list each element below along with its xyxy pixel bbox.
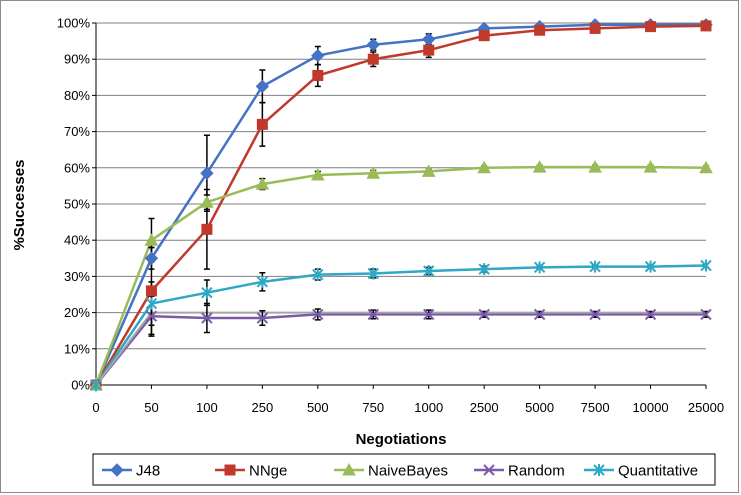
series-line-random [95, 313, 706, 386]
data-point-random [478, 308, 490, 321]
x-tick-label: 100 [196, 400, 218, 415]
y-tick-label: 100% [57, 16, 91, 31]
data-point-nnge [589, 22, 601, 34]
y-tick-label: 80% [64, 88, 90, 103]
data-point-j48 [144, 251, 159, 266]
x-tick-label: 10000 [632, 400, 668, 415]
series-line-j48 [94, 23, 706, 386]
data-point-random [644, 308, 657, 321]
data-point-quantitative [700, 259, 712, 272]
data-point-quantitative [256, 275, 269, 288]
data-point-j48 [366, 38, 380, 52]
legend: J48 NNge NaiveBayes Random Quantitative [92, 453, 716, 486]
legend-marker-quantitative [593, 464, 605, 476]
data-point-quantitative [533, 261, 546, 274]
data-point-j48 [311, 48, 325, 63]
data-point-naivebayes [255, 177, 270, 190]
y-tick-label: 0% [71, 378, 90, 393]
data-point-random [312, 308, 324, 321]
data-point-quantitative [312, 268, 324, 281]
data-point-j48 [200, 166, 214, 180]
data-point-nnge [534, 24, 546, 36]
data-point-random [256, 312, 269, 324]
x-tick-label: 1000 [414, 400, 443, 415]
x-axis-ticks: 0 50 100 250 500 750 1000 2500 5000 7500 10000 2500… [92, 385, 724, 415]
series-line-reference [95, 311, 706, 386]
y-tick-label: 90% [64, 52, 90, 67]
data-point-nnge [367, 53, 379, 65]
data-point-quantitative [201, 286, 213, 299]
data-point-random [145, 310, 158, 322]
series-layer [94, 23, 707, 386]
markers-layer [89, 18, 713, 392]
data-point-nnge [145, 285, 157, 297]
x-tick-label: 0 [92, 400, 99, 415]
legend-label-quantitative: Quantitative [618, 463, 698, 480]
y-tick-label: 60% [64, 160, 90, 175]
data-point-quantitative [367, 267, 379, 280]
x-tick-label: 250 [252, 400, 274, 415]
series-line-nnge [94, 24, 707, 386]
y-tick-label: 30% [64, 269, 90, 284]
series-line-quantitative [94, 264, 707, 386]
data-point-naivebayes [421, 164, 436, 177]
x-axis-title: Negotiations [356, 431, 447, 448]
data-point-quantitative [589, 260, 601, 273]
data-point-quantitative [644, 260, 657, 273]
y-axis-title: %Successes [11, 160, 28, 251]
data-point-naivebayes [643, 160, 658, 173]
legend-label-naivebayes: NaiveBayes [368, 463, 448, 480]
legend-label-nnge: NNge [249, 463, 287, 480]
y-axis-ticks: 0% 10% 20% 30% 40% 50% 60% 70% 80% 90% 100% [57, 16, 96, 393]
legend-label-j48: J48 [136, 463, 160, 480]
data-point-naivebayes [532, 160, 547, 173]
x-tick-label: 50 [144, 400, 158, 415]
data-point-naivebayes [699, 160, 713, 174]
y-tick-label: 40% [64, 233, 90, 248]
data-point-random [423, 308, 435, 321]
data-point-nnge [645, 21, 657, 33]
series-line-naivebayes [94, 165, 707, 386]
x-tick-label: 2500 [470, 400, 499, 415]
x-tick-label: 7500 [581, 400, 610, 415]
legend-marker-random [483, 464, 495, 476]
legend-marker-nnge [224, 464, 236, 476]
data-point-random [201, 312, 213, 324]
x-tick-label: 750 [362, 400, 384, 415]
data-point-j48 [255, 79, 270, 94]
y-tick-label: 10% [64, 341, 90, 356]
y-tick-label: 50% [64, 197, 90, 212]
x-tick-label: 5000 [525, 400, 554, 415]
data-point-random [533, 308, 546, 321]
data-point-nnge [423, 44, 435, 56]
data-point-naivebayes [310, 167, 325, 181]
y-tick-label: 70% [64, 124, 90, 139]
data-point-random [700, 308, 712, 321]
data-point-naivebayes [366, 166, 381, 179]
data-point-random [589, 308, 601, 321]
data-point-random [367, 308, 379, 321]
data-point-naivebayes [200, 195, 214, 208]
data-point-nnge [312, 69, 324, 81]
data-point-naivebayes [144, 233, 159, 246]
legend-marker-naivebayes [342, 462, 356, 476]
data-point-quantitative [478, 263, 490, 276]
legend-label-random: Random [508, 463, 565, 480]
legend-marker-j48 [110, 463, 124, 477]
data-point-naivebayes [477, 160, 492, 174]
data-point-naivebayes [588, 160, 602, 173]
data-point-j48 [422, 32, 436, 46]
y-tick-label: 20% [64, 305, 90, 320]
data-point-nnge [201, 223, 213, 235]
x-tick-label: 25000 [688, 400, 724, 415]
data-point-quantitative [145, 297, 158, 310]
x-tick-label: 500 [307, 400, 329, 415]
data-point-nnge [478, 30, 490, 42]
data-point-quantitative [423, 264, 435, 277]
data-point-nnge [700, 20, 712, 32]
data-point-nnge [256, 118, 268, 130]
data-point-quantitative [90, 379, 102, 391]
